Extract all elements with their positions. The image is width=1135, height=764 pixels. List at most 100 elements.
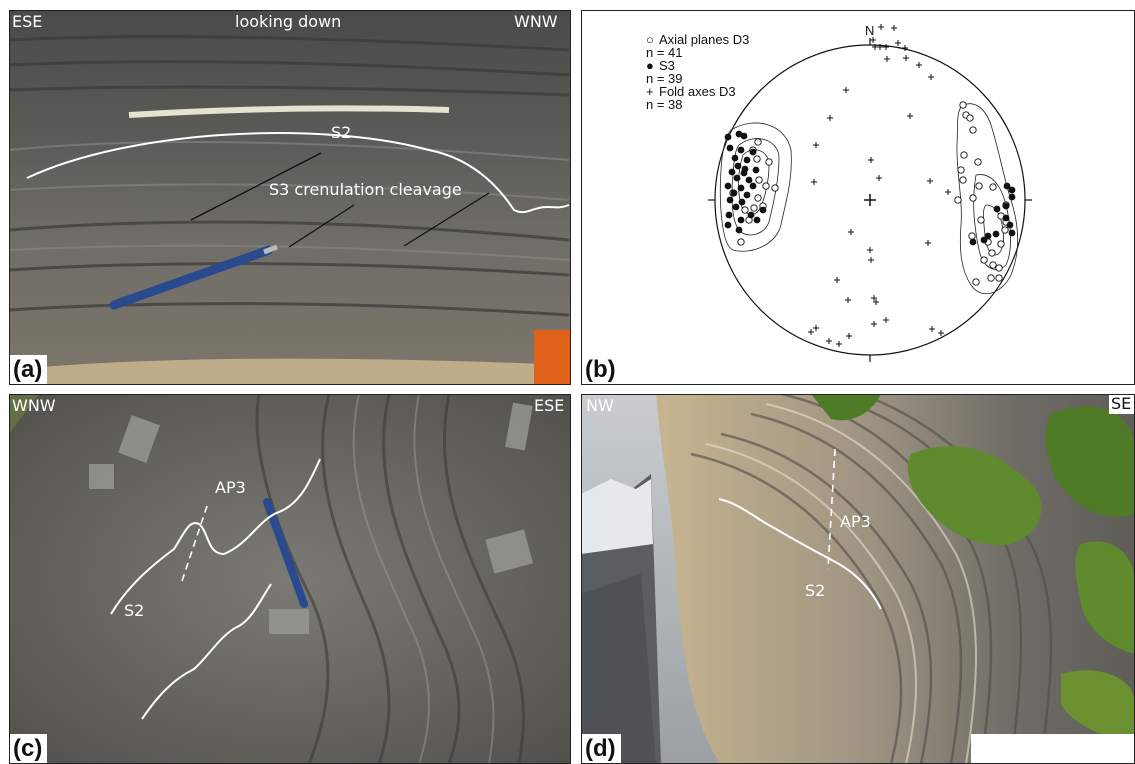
s3-point <box>726 196 734 204</box>
s3-point <box>726 144 734 152</box>
axial-plane-point <box>987 274 995 282</box>
axial-plane-point <box>977 216 985 224</box>
axial-plane-point <box>995 264 1003 272</box>
s3-cleavage-label: S3 crenulation cleavage <box>269 180 462 199</box>
s3-point <box>992 230 1000 238</box>
legend-count-axial-planes: n = 41 <box>646 45 683 60</box>
legend-symbol-fold-axes: + <box>646 84 654 99</box>
s3-point <box>724 182 732 190</box>
legend-label-fold-axes: Fold axes D3 <box>659 84 736 99</box>
panel-c-outcrop-photo: WNW ESE AP3 S2 (c) <box>9 394 571 764</box>
s3-point <box>1006 221 1014 229</box>
legend-count-fold-axes: n = 38 <box>646 97 683 112</box>
axial-plane-point <box>989 183 997 191</box>
s3-point <box>993 205 1001 213</box>
direction-label-left: WNW <box>12 396 56 415</box>
s3-point <box>747 211 755 219</box>
s3-point <box>737 146 745 154</box>
fold-axis-point <box>813 325 819 331</box>
axial-plane-point <box>1001 226 1009 234</box>
axial-plane-point <box>980 256 988 264</box>
fold-axis-point <box>884 56 890 62</box>
fold-axis-point <box>868 157 874 163</box>
fold-axis-point <box>929 326 935 332</box>
s3-points <box>724 130 1016 246</box>
s3-point <box>731 154 739 162</box>
s3-point <box>969 238 977 246</box>
s3-point <box>724 221 732 229</box>
panel-a-outcrop-photo: ESE looking down WNW S2 S3 crenulation c… <box>9 10 571 385</box>
fold-axis-point <box>916 62 922 68</box>
stereonet <box>708 24 1032 362</box>
s3-point <box>738 198 746 206</box>
legend-label-axial-planes: Axial planes D3 <box>659 32 750 47</box>
axial-plane-point <box>753 155 761 163</box>
direction-label-right: ESE <box>534 396 565 415</box>
fold-axis-point <box>811 179 817 185</box>
panel-d-cliff-photo: NW SE AP3 S2 1 m (d) <box>581 394 1135 764</box>
axial-plane-point <box>968 232 976 240</box>
axial-plane-point <box>741 206 749 214</box>
panel-label-b: (b) <box>581 355 621 385</box>
cliff-photo-d <box>581 394 1135 764</box>
panel-label-a: (a) <box>9 355 48 385</box>
s3-point <box>741 165 749 173</box>
s3-point <box>735 226 743 234</box>
panel-label-c: (c) <box>9 734 48 764</box>
fold-axis-point <box>907 113 913 119</box>
s3-point <box>733 174 741 182</box>
axial-planes-d3-points <box>729 101 1010 286</box>
direction-label-left: ESE <box>12 12 43 31</box>
axial-plane-point <box>974 158 982 166</box>
panel-label-d: (d) <box>581 734 621 764</box>
fold-axis-point <box>845 297 851 303</box>
outcrop-photo-c <box>9 394 571 764</box>
s3-point <box>737 184 745 192</box>
fold-axis-point <box>945 189 951 195</box>
axial-plane-point <box>957 166 965 174</box>
fold-axis-point <box>826 338 832 344</box>
s3-point <box>725 211 733 219</box>
s3-point <box>737 216 745 224</box>
fold-axis-point <box>873 299 879 305</box>
cardinal-ticks <box>708 38 1032 362</box>
density-contours-east <box>956 103 1019 295</box>
fold-axis-point <box>827 115 833 121</box>
s3-point <box>732 203 740 211</box>
fold-axis-point <box>891 25 897 31</box>
axial-plane-point <box>997 240 1005 248</box>
fold-axis-point <box>843 87 849 93</box>
s3-point <box>745 176 753 184</box>
direction-label-right: SE <box>1111 394 1132 413</box>
fold-axis-point <box>834 277 840 283</box>
fold-axis-point <box>868 257 874 263</box>
ap3-label: AP3 <box>215 478 246 497</box>
axial-plane-point <box>995 274 1003 282</box>
direction-label-left: NW <box>586 396 614 415</box>
center-cross <box>864 194 876 206</box>
s3-point <box>1002 214 1010 222</box>
s3-point <box>724 133 732 141</box>
fold-axis-point <box>902 45 908 51</box>
axial-plane-point <box>966 114 974 122</box>
axial-plane-point <box>959 101 967 109</box>
axial-plane-point <box>969 126 977 134</box>
s3-point <box>740 132 748 140</box>
legend-count-s3: n = 39 <box>646 71 683 86</box>
s3-point <box>743 156 751 164</box>
direction-label-right-box: SE <box>1109 394 1135 414</box>
axial-plane-point <box>754 138 762 146</box>
axial-plane-point <box>755 176 763 184</box>
fold-axis-point <box>813 142 819 148</box>
fold-axis-point <box>870 37 876 43</box>
s3-point <box>749 182 757 190</box>
fold-axis-point <box>808 329 814 335</box>
axial-plane-point <box>765 158 773 166</box>
fold-axis-point <box>927 178 933 184</box>
s3-point <box>734 162 742 170</box>
fold-axis-point <box>846 333 852 339</box>
axial-plane-point <box>960 151 968 159</box>
axial-plane-point <box>988 249 996 257</box>
axial-plane-point <box>762 182 770 190</box>
fold-axis-point <box>867 247 873 253</box>
